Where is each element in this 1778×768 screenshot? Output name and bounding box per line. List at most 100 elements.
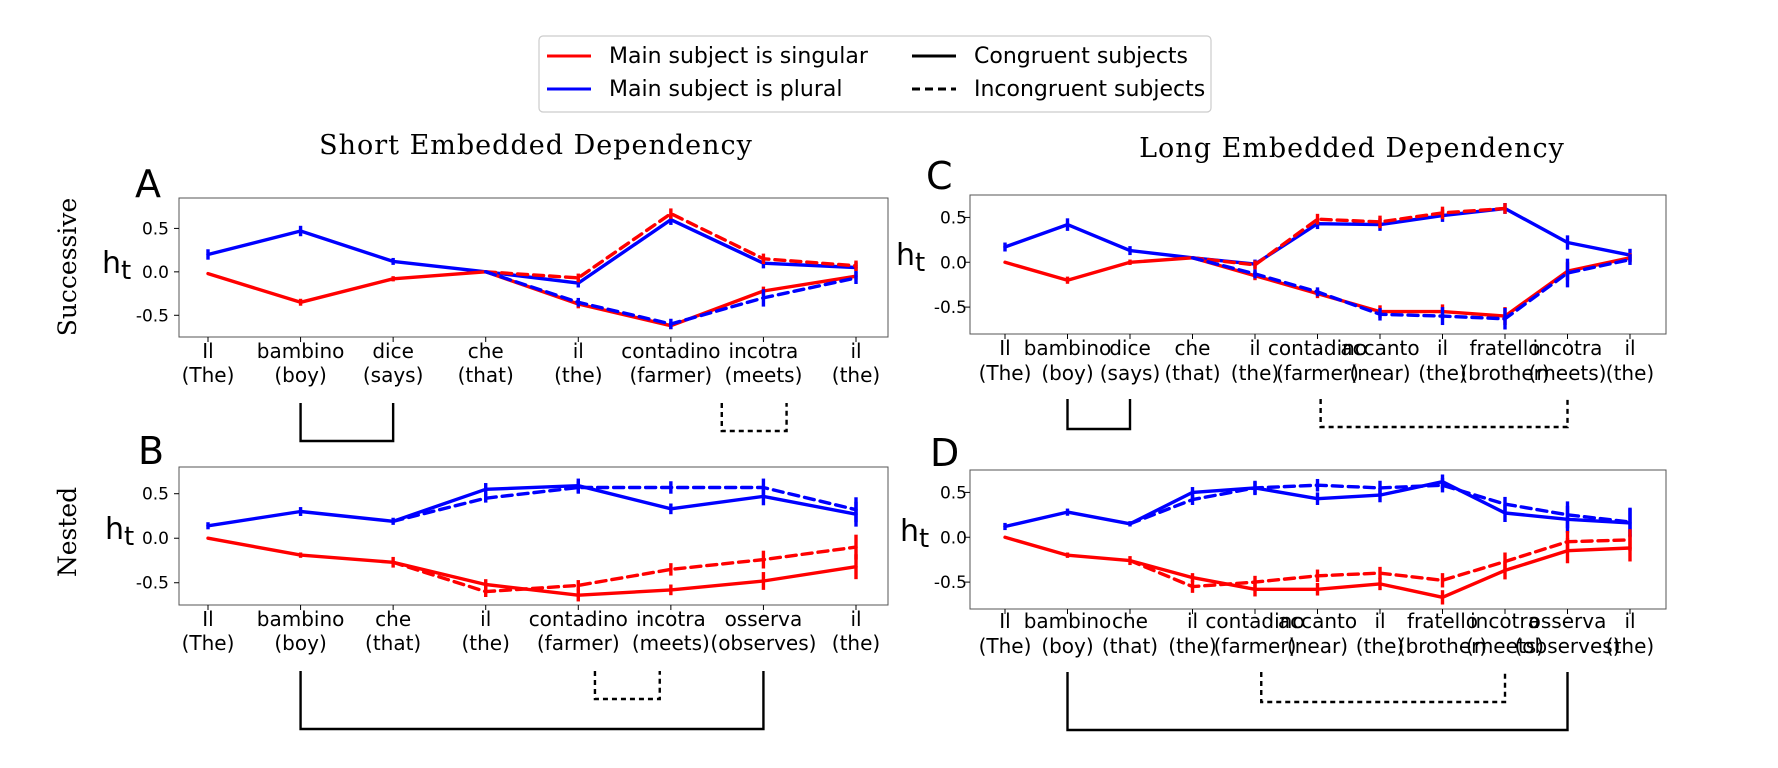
x-tick-word: che [375,607,411,631]
x-tick-gloss: (boy) [1041,361,1093,385]
y-tick-label: 0.0 [142,263,169,283]
x-tick-word: Il [999,336,1010,360]
dependency-bracket-incongruent [1260,672,1507,704]
y-tick-label: 0.5 [142,485,169,505]
x-tick-word: bambino [257,607,345,631]
x-tick-gloss: (near) [1287,634,1348,658]
x-tick-gloss: (The) [979,361,1032,385]
column-title-short: Short Embedded Dependency [319,130,753,161]
x-tick-gloss: (farmer) [1276,361,1359,385]
x-tick-gloss: (meets) [632,631,710,655]
y-tick-label: -0.5 [136,574,169,594]
y-tick-label: -0.5 [136,306,169,326]
x-tick-gloss: (boy) [1041,634,1093,658]
legend-box [538,35,1212,113]
x-tick-gloss: (meets) [1466,634,1544,658]
x-tick-word: che [468,339,504,363]
panel-letter: D [930,431,959,475]
x-tick-word: Il [999,609,1010,633]
x-tick-gloss: (the) [832,363,880,387]
y-tick-label: 0.5 [940,483,967,503]
y-axis-label: ht [896,238,925,278]
legend-label-congruent: Congruent subjects [974,44,1188,69]
x-tick-gloss: (the) [832,631,880,655]
panel-d: Dht 0.5 0.0 -0.5 Il(The)bambino(boy) che(that… [900,431,1667,732]
x-tick-word: fratello [1469,336,1540,360]
x-tick-word: il [573,339,584,363]
legend: Main subject is singular Congruent subje… [538,35,1212,113]
x-tick-word: accanto [1340,336,1419,360]
series-line [206,536,858,597]
y-tick-label: 0.5 [940,208,967,228]
legend-label-singular: Main subject is singular [609,44,869,69]
x-tick-gloss: (boy) [274,631,326,655]
x-tick-gloss: (that) [365,631,421,655]
x-tick-gloss: (observes) [1514,634,1620,658]
x-tick-gloss: (that) [458,363,514,387]
x-tick-word: bambino [257,339,345,363]
y-tick-label: 0.5 [142,219,169,239]
x-tick-word: bambino [1024,609,1112,633]
x-tick-gloss: (the) [1231,361,1279,385]
x-tick-gloss: (that) [1164,361,1220,385]
row-label-successive: Successive [53,198,82,337]
y-tick-label: -0.5 [934,298,967,318]
x-tick-word: il [1374,609,1385,633]
x-tick-word: bambino [1024,336,1112,360]
x-tick-gloss: (farmer) [1214,634,1297,658]
y-tick-label: 0.0 [142,529,169,549]
dependency-bracket-congruent [1066,399,1132,431]
y-tick-label: 0.0 [940,528,967,548]
x-tick-word: contadino [529,607,628,631]
x-tick-gloss: (observes) [710,631,816,655]
x-tick-word: incotra [729,339,799,363]
series-line [206,218,858,285]
x-tick-word: contadino [621,339,720,363]
x-tick-word: osserva [725,607,803,631]
x-tick-gloss: (farmer) [537,631,620,655]
series-line [484,211,858,280]
x-tick-word: il [1249,336,1260,360]
series-line [1190,256,1632,321]
x-tick-word: il [1437,336,1448,360]
x-tick-gloss: (the) [1168,634,1216,658]
x-tick-gloss: (The) [979,634,1032,658]
series-line [1190,206,1507,267]
series-line [206,270,858,328]
panel-a: Aht 0.5 0.0 -0.5 Il(The) bambino(boy) dice(say… [102,162,889,443]
row-label-nested: Nested [53,487,82,577]
x-tick-gloss: (farmer) [629,363,712,387]
dependency-bracket-incongruent [720,403,788,433]
dependency-bracket-incongruent [1319,399,1569,429]
x-tick-word: dice [1109,336,1151,360]
x-tick-gloss: (brother) [1460,361,1549,385]
y-tick-label: -0.5 [934,573,967,593]
x-tick-gloss: (the) [1606,361,1654,385]
x-tick-gloss: (The) [182,363,235,387]
x-tick-word: dice [372,339,414,363]
x-tick-gloss: (near) [1349,361,1410,385]
x-tick-word: Il [202,607,213,631]
legend-label-plural: Main subject is plural [609,77,842,102]
x-tick-word: incotra [1533,336,1603,360]
plot-frame [178,466,889,606]
x-tick-gloss: (says) [1100,361,1161,385]
x-tick-word: il [850,339,861,363]
x-tick-gloss: (that) [1102,634,1158,658]
panel-letter: B [138,429,164,473]
dependency-bracket-congruent [1066,672,1569,732]
x-tick-gloss: (brother) [1398,634,1487,658]
x-tick-gloss: (says) [363,363,424,387]
panel-letter: C [926,154,953,198]
x-tick-gloss: (meets) [1529,361,1607,385]
x-tick-gloss: (the) [1418,361,1466,385]
panel-c: Cht 0.5 0.0 -0.5 Il(The)bambino(boy) dice(say… [896,154,1667,431]
x-tick-word: il [480,607,491,631]
x-tick-word: incotra [636,607,706,631]
x-tick-gloss: (the) [1356,634,1404,658]
x-tick-gloss: (the) [461,631,509,655]
plot-frame [178,197,889,338]
y-axis-label: ht [102,246,131,286]
x-tick-word: incotra [1470,609,1540,633]
